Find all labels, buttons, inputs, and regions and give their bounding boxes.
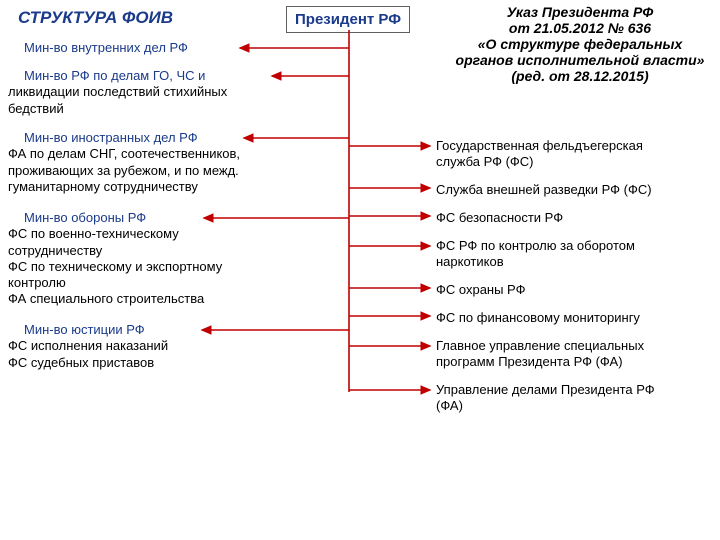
- right-item-line: наркотиков: [436, 254, 716, 270]
- right-item: Управление делами Президента РФ(ФА): [436, 382, 716, 415]
- right-item: Государственная фельдъегерскаяслужба РФ …: [436, 138, 716, 171]
- right-item-line: ФС охраны РФ: [436, 282, 716, 298]
- right-item-line: Управление делами Президента РФ: [436, 382, 716, 398]
- left-item-body-line: ФС исполнения наказаний: [8, 338, 308, 354]
- right-item: Служба внешней разведки РФ (ФС): [436, 182, 716, 198]
- right-item-line: Государственная фельдъегерская: [436, 138, 716, 154]
- left-item: Мин-во иностранных дел РФФА по делам СНГ…: [8, 130, 308, 195]
- left-item-body-line: гуманитарному сотрудничеству: [8, 179, 308, 195]
- left-item-body-line: ФС по техническому и экспортному: [8, 259, 308, 275]
- right-item-line: (ФА): [436, 398, 716, 414]
- left-item-body-line: контролю: [8, 275, 308, 291]
- right-item-line: служба РФ (ФС): [436, 154, 716, 170]
- left-item: Мин-во юстиции РФФС исполнения наказаний…: [8, 322, 308, 371]
- left-item-head: Мин-во внутренних дел РФ: [8, 40, 308, 56]
- left-item: Мин-во РФ по делам ГО, ЧС иликвидации по…: [8, 68, 308, 117]
- right-item: ФС по финансовому мониторингу: [436, 310, 716, 326]
- left-item-head: Мин-во юстиции РФ: [8, 322, 308, 338]
- decree-l3: «О структуре федеральных: [450, 36, 710, 52]
- decree-text: Указ Президента РФ от 21.05.2012 № 636 «…: [450, 4, 710, 84]
- left-item-body-line: ликвидации последствий стихийных: [8, 84, 308, 100]
- right-item: ФС охраны РФ: [436, 282, 716, 298]
- right-item-line: программ Президента РФ (ФА): [436, 354, 716, 370]
- right-item: ФС РФ по контролю за оборотомнаркотиков: [436, 238, 716, 271]
- left-item-body-line: сотрудничеству: [8, 243, 308, 259]
- left-item: Мин-во внутренних дел РФ: [8, 40, 308, 56]
- right-item-line: ФС по финансовому мониторингу: [436, 310, 716, 326]
- left-item-body-line: ФС судебных приставов: [8, 355, 308, 371]
- president-box: Президент РФ: [286, 6, 410, 33]
- left-item-head: Мин-во РФ по делам ГО, ЧС и: [8, 68, 308, 84]
- decree-l5: (ред. от 28.12.2015): [450, 68, 710, 84]
- left-item-body-line: ФА специального строительства: [8, 291, 308, 307]
- left-item-body-line: ФА по делам СНГ, соотечественников,: [8, 146, 308, 162]
- left-item-body-line: проживающих за рубежом, и по межд.: [8, 163, 308, 179]
- left-item-body-line: ФС по военно-техническому: [8, 226, 308, 242]
- right-item: Главное управление специальныхпрограмм П…: [436, 338, 716, 371]
- right-item-line: Главное управление специальных: [436, 338, 716, 354]
- right-item-line: Служба внешней разведки РФ (ФС): [436, 182, 716, 198]
- left-item-body-line: бедствий: [8, 101, 308, 117]
- decree-l4: органов исполнительной власти»: [450, 52, 710, 68]
- right-item: ФС безопасности РФ: [436, 210, 716, 226]
- right-item-line: ФС РФ по контролю за оборотом: [436, 238, 716, 254]
- decree-l2: от 21.05.2012 № 636: [450, 20, 710, 36]
- right-item-line: ФС безопасности РФ: [436, 210, 716, 226]
- page-title: СТРУКТУРА ФОИВ: [18, 8, 173, 28]
- left-item-head: Мин-во обороны РФ: [8, 210, 308, 226]
- decree-l1: Указ Президента РФ: [450, 4, 710, 20]
- left-item-head: Мин-во иностранных дел РФ: [8, 130, 308, 146]
- left-item: Мин-во обороны РФФС по военно-техническо…: [8, 210, 308, 308]
